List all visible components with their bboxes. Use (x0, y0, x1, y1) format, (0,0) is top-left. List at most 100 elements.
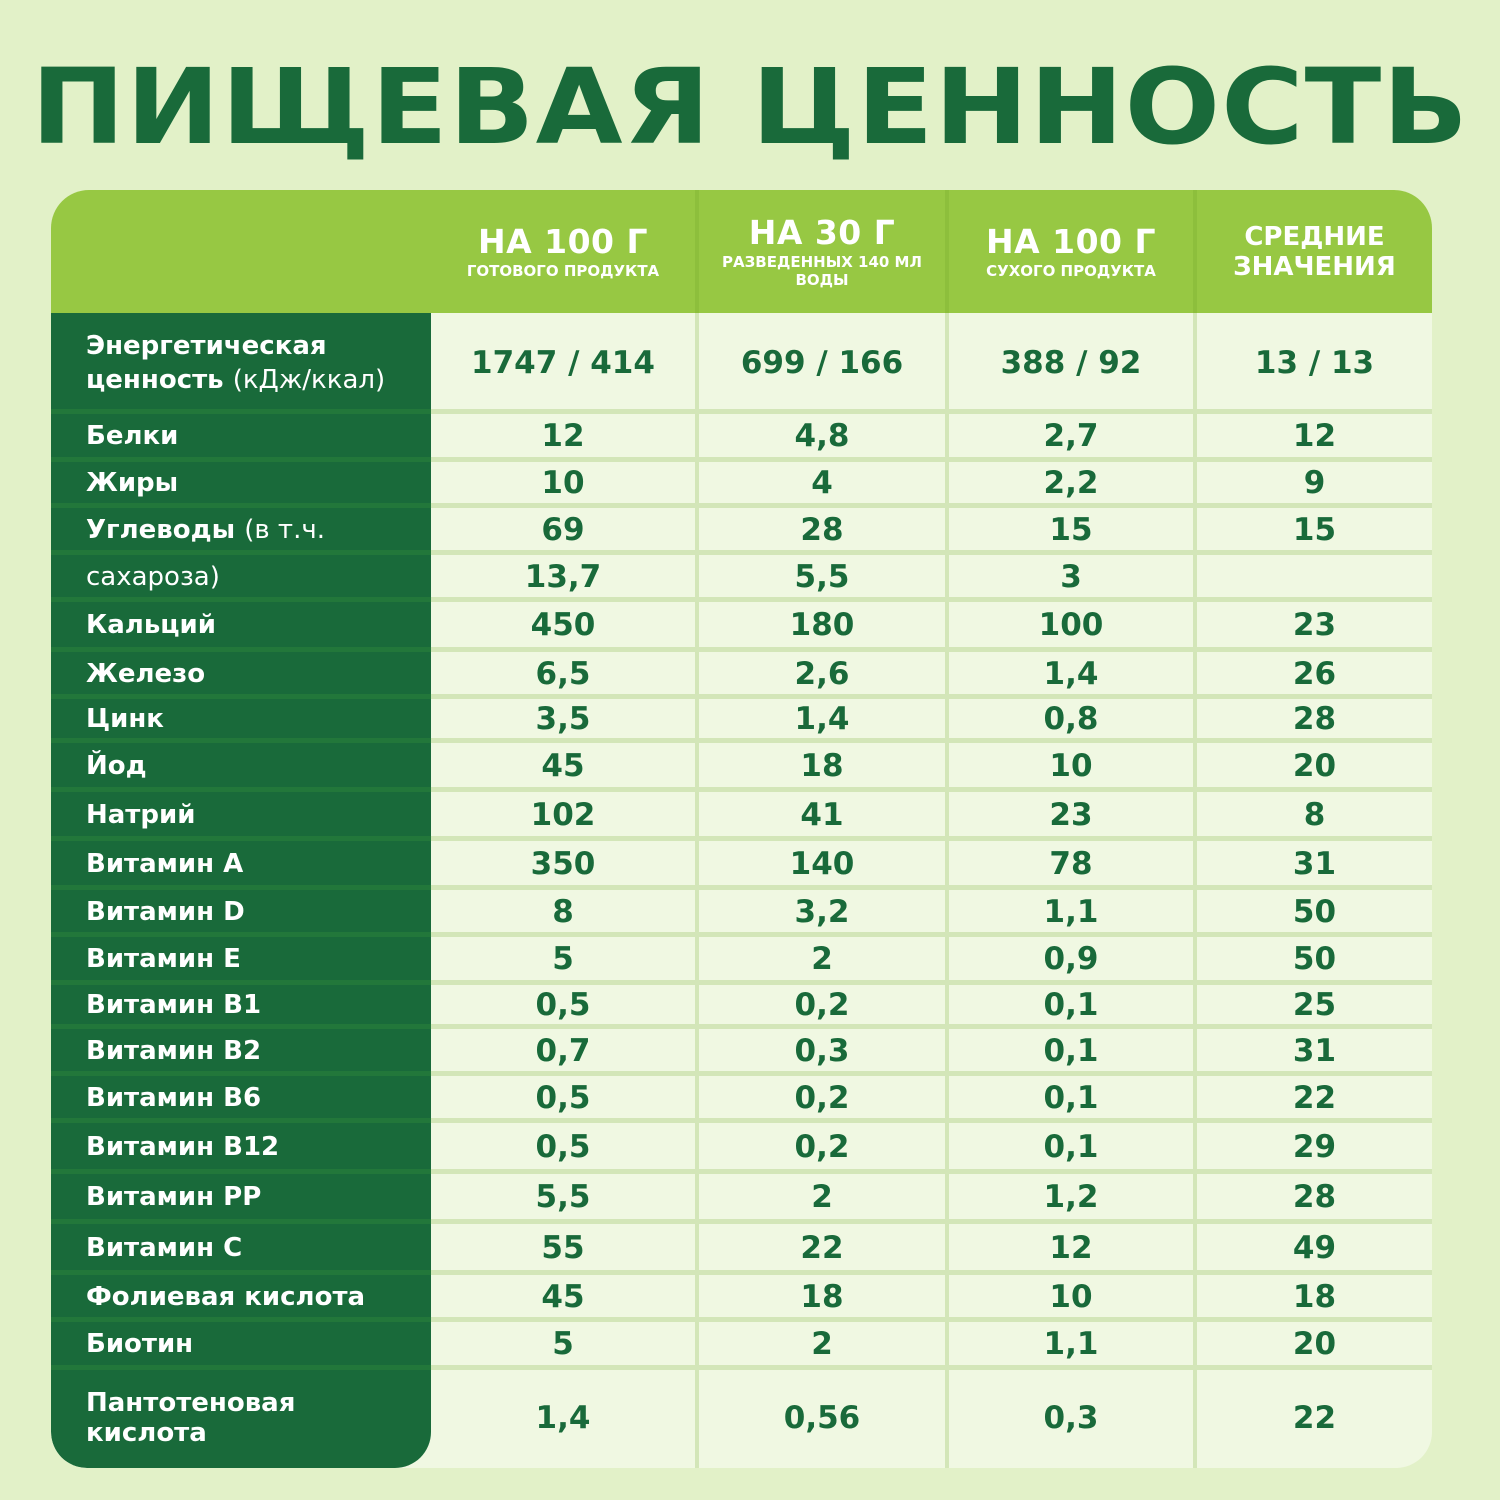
value-cell: 18 (1292, 1278, 1337, 1315)
row-label: Пантотеновая кислота (86, 1368, 426, 1468)
row-label: Витамин B12 (86, 1121, 426, 1172)
value-cell: 12 (541, 418, 585, 454)
row-divider (51, 1118, 431, 1123)
row-label-text: Витамин C (86, 1232, 243, 1263)
row-label: Йод (86, 741, 426, 790)
column-header-average: СРЕДНИЕ ЗНАЧЕНИЯ (1197, 190, 1432, 313)
row-label: Витамин B1 (86, 983, 426, 1027)
row-divider (431, 1270, 1432, 1275)
value-cell: 12 (1292, 418, 1337, 454)
row-divider (51, 694, 431, 699)
row-label: Белки (86, 412, 426, 460)
row-divider (51, 1024, 431, 1029)
value-cell: 2 (811, 941, 833, 977)
row-divider (431, 980, 1432, 985)
header-divider (1193, 190, 1197, 313)
table-row: Энергетическая ценность (кДж/ккал) 1747 /… (51, 313, 1432, 412)
value-cell: 2,7 (1043, 418, 1099, 454)
row-label: Витамин C (86, 1222, 426, 1273)
row-label-text: Энергетическая ценность (86, 330, 327, 395)
value-cell: 22 (1292, 1079, 1337, 1116)
value-cell: 5 (552, 941, 574, 977)
row-divider (431, 1024, 1432, 1029)
table-row: Цинк 3,5 1,4 0,8 28 (51, 694, 1432, 741)
value-cell: 18 (800, 1278, 844, 1315)
table-row: Железо 6,5 2,6 1,4 26 (51, 647, 1432, 697)
column-header-per-30g: НА 30 Г РАЗВЕДЕННЫХ 140 МЛ ВОДЫ (699, 190, 945, 313)
value-cell: 5 (552, 1326, 574, 1362)
value-cell: 29 (1292, 1128, 1337, 1165)
value-cell: 5,5 (794, 558, 850, 595)
row-label: сахароза) (86, 553, 426, 600)
row-divider (51, 647, 431, 652)
value-cell: 699 / 166 (740, 344, 904, 381)
row-label-text: Витамин B12 (86, 1131, 280, 1162)
table-row: Витамин B2 0,7 0,3 0,1 31 (51, 1024, 1432, 1074)
row-label-text: Цинк (86, 704, 164, 734)
value-cell: 50 (1292, 941, 1337, 977)
row-label-text: Пантотеновая кислота (86, 1388, 296, 1448)
row-divider (51, 787, 431, 792)
value-cell: 0,9 (1043, 941, 1099, 977)
row-divider (431, 1219, 1432, 1224)
value-cell: 0,8 (1043, 701, 1099, 737)
header-divider (945, 190, 949, 313)
row-divider (51, 597, 431, 602)
value-cell: 102 (530, 796, 596, 833)
page-title: ПИЩЕВАЯ ЦЕННОСТЬ (30, 46, 1470, 168)
row-divider (51, 457, 431, 462)
row-label: Витамин A (86, 839, 426, 888)
value-cell: 69 (541, 511, 585, 548)
table-row: Витамин B12 0,5 0,2 0,1 29 (51, 1118, 1432, 1172)
row-divider (431, 787, 1432, 792)
row-divider (431, 738, 1432, 743)
value-cell: 55 (541, 1229, 585, 1266)
column-header-sub: СУХОГО ПРОДУКТА (986, 261, 1156, 280)
table-row: Витамин A 350 140 78 31 (51, 836, 1432, 888)
value-cell: 0,5 (535, 1128, 591, 1165)
row-label: Витамин B6 (86, 1074, 426, 1121)
row-divider (431, 1365, 1432, 1370)
table-row: Углеводы (в т.ч. 69 28 15 15 (51, 503, 1432, 553)
value-cell: 15 (1292, 511, 1337, 548)
row-divider (51, 1270, 431, 1275)
row-divider (51, 1169, 431, 1174)
value-cell: 1,2 (1043, 1179, 1099, 1215)
row-divider (431, 885, 1432, 890)
row-divider (431, 1118, 1432, 1123)
row-divider (51, 980, 431, 985)
table-row: Витамин B1 0,5 0,2 0,1 25 (51, 980, 1432, 1027)
row-divider (51, 836, 431, 841)
row-label: Натрий (86, 790, 426, 839)
table-row: Витамин C 55 22 12 49 (51, 1219, 1432, 1273)
value-cell: 1,4 (794, 701, 850, 737)
column-divider (695, 313, 699, 1468)
value-cell: 3,5 (535, 701, 591, 737)
value-cell: 100 (1038, 607, 1104, 643)
value-cell: 26 (1292, 655, 1337, 692)
row-label: Кальций (86, 600, 426, 650)
header-divider (695, 190, 699, 313)
value-cell: 140 (789, 845, 855, 882)
value-cell: 28 (800, 511, 844, 548)
value-cell: 0,1 (1043, 1032, 1099, 1069)
row-divider (431, 597, 1432, 602)
row-label-text: Фолиевая кислота (86, 1281, 366, 1312)
row-divider (431, 1071, 1432, 1076)
value-cell: 31 (1292, 845, 1337, 882)
value-cell: 1747 / 414 (471, 344, 655, 381)
value-cell (1197, 553, 1432, 600)
value-cell: 9 (1303, 465, 1326, 501)
value-cell: 0,1 (1043, 1128, 1099, 1165)
value-cell: 10 (1049, 1278, 1093, 1315)
value-cell: 50 (1292, 893, 1337, 930)
row-label-note: (в т.ч. (244, 514, 325, 545)
value-cell: 13,7 (524, 558, 602, 595)
row-divider (431, 932, 1432, 937)
row-label-text: Витамин E (86, 944, 241, 974)
row-label: Витамин D (86, 888, 426, 935)
row-label-note: сахароза) (86, 561, 220, 592)
row-label-text: Витамин D (86, 896, 245, 927)
column-header-sub: ЗНАЧЕНИЯ (1233, 251, 1396, 282)
row-label-text: Биотин (86, 1329, 194, 1359)
